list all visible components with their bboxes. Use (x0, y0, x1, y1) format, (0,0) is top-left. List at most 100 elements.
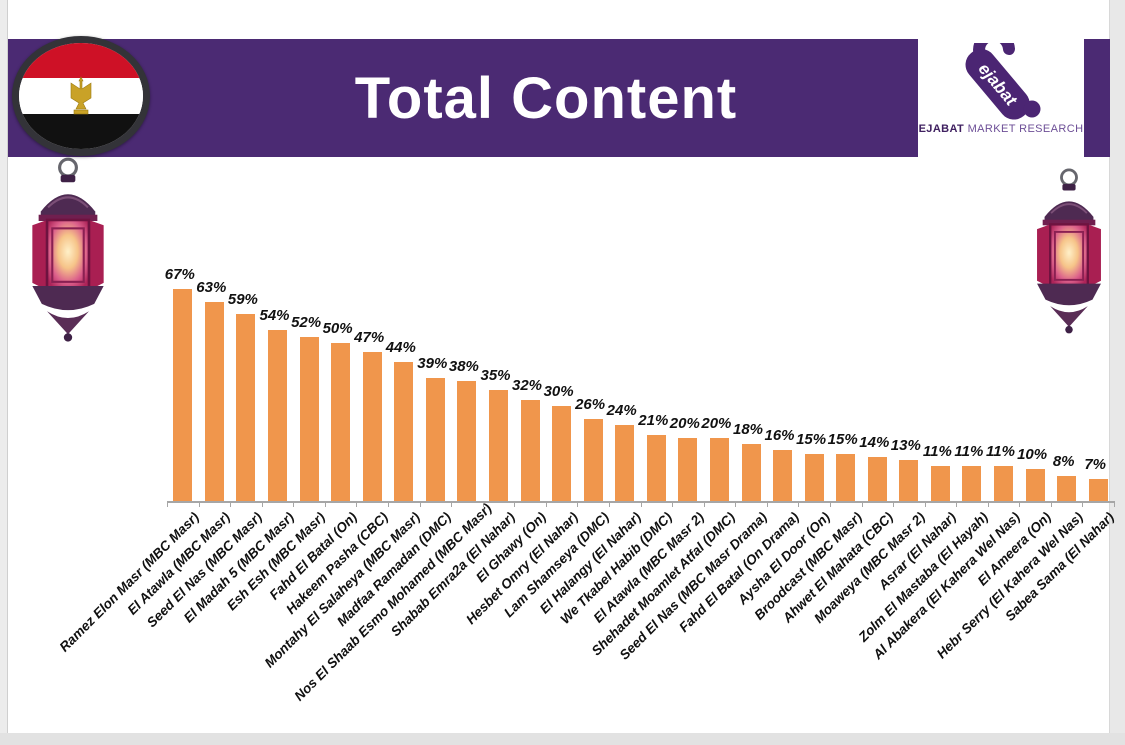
bar-value-label: 50% (322, 319, 353, 337)
page-left-margin (0, 0, 8, 745)
x-axis-tick (1050, 501, 1052, 507)
bar-value-label: 38% (448, 357, 479, 375)
x-axis-tick (293, 501, 295, 507)
x-axis-tick (577, 501, 579, 507)
page-title: Total Content (354, 65, 738, 131)
bar-value-label: 14% (859, 433, 890, 451)
ejabat-caption: EJABAT MARKET RESEARCH (918, 123, 1084, 135)
bar-value-label: 21% (638, 411, 669, 429)
bar (331, 342, 351, 501)
bar-value-label: 35% (480, 367, 511, 385)
bar-value-label: 63% (196, 278, 227, 296)
bar (804, 453, 824, 501)
bar-value-label: 20% (669, 414, 700, 432)
bar (678, 437, 698, 501)
x-axis-tick (451, 501, 453, 507)
x-axis-tick (956, 501, 958, 507)
bar (741, 444, 761, 501)
bar-value-label: 11% (922, 443, 952, 461)
x-axis-tick (230, 501, 232, 507)
bar-value-label: 24% (606, 402, 637, 420)
bar-value-label: 54% (259, 307, 290, 325)
bar-chart: 67% Ramez Elon Masr (MBC Masr) 63% El Atawl… (8, 0, 1117, 733)
bar (394, 361, 414, 501)
x-axis-tick (608, 501, 610, 507)
bar-value-label: 59% (227, 291, 258, 309)
bar (1057, 475, 1077, 501)
bar (425, 377, 445, 501)
bar-value-label: 44% (385, 338, 416, 356)
bar-value-label: 15% (827, 430, 858, 448)
x-axis-tick (735, 501, 737, 507)
bar (1025, 469, 1045, 501)
bar-value-label: 26% (575, 395, 606, 413)
egypt-flag-icon (12, 36, 150, 156)
x-axis-tick (324, 501, 326, 507)
bar-value-label: 7% (1084, 455, 1107, 473)
x-axis-tick (167, 501, 168, 507)
bar (173, 289, 193, 501)
bar (520, 399, 540, 501)
ejabat-logo-box: ejabat EJABAT MARKET RESEARCH (918, 39, 1084, 157)
bar-value-label: 32% (511, 376, 543, 394)
bar (709, 437, 729, 501)
ramadan-lantern-right-icon (1037, 168, 1101, 334)
x-axis-tick (893, 501, 894, 507)
x-axis-tick (640, 501, 642, 507)
x-axis-tick (388, 501, 389, 507)
bar-value-label: 10% (1017, 446, 1048, 464)
x-axis-tick (829, 501, 831, 507)
bar-value-label: 8% (1052, 452, 1075, 470)
bar (299, 336, 319, 501)
bar (204, 301, 224, 501)
bar-value-label: 15% (796, 430, 827, 448)
bar-value-label: 67% (164, 266, 195, 283)
bar (583, 418, 603, 501)
bar (899, 459, 919, 501)
page-bottom-margin (0, 733, 1125, 745)
x-axis-tick (545, 501, 547, 507)
slide: Total Content ejabat EJABAT MARKET RESEA… (8, 0, 1117, 733)
bar (646, 434, 666, 501)
bar (457, 380, 477, 501)
eagle-of-saladin-icon (70, 76, 92, 115)
x-axis-tick (1019, 501, 1021, 507)
x-axis-tick (482, 501, 484, 507)
bar (836, 453, 856, 501)
bar-value-label: 47% (354, 329, 385, 347)
x-axis-tick (356, 501, 358, 507)
bar-value-label: 11% (954, 443, 984, 461)
bar-value-label: 20% (701, 414, 732, 432)
bar (268, 330, 287, 501)
bar-value-label: 16% (764, 427, 795, 445)
x-axis-tick (1082, 501, 1084, 507)
bar (994, 466, 1013, 501)
bar-value-label: 11% (986, 443, 1015, 461)
header-banner: Total Content ejabat EJABAT MARKET RESEA… (8, 39, 1110, 157)
x-axis-tick (798, 501, 800, 507)
bar (489, 390, 508, 501)
bar-value-label: 18% (732, 421, 764, 438)
x-axis-tick (419, 501, 421, 507)
bar (930, 466, 950, 501)
bar-value-label: 13% (890, 436, 921, 454)
x-axis-tick (924, 501, 926, 507)
bar (362, 352, 382, 501)
bar-value-label: 52% (291, 313, 322, 331)
bar-value-label: 30% (543, 383, 574, 401)
x-axis-tick (1114, 501, 1115, 507)
bar (236, 314, 256, 501)
bar (962, 466, 982, 501)
bar (1088, 478, 1108, 501)
bar-value-label: 39% (417, 354, 448, 372)
x-axis-tick (861, 501, 863, 507)
x-axis-tick (198, 501, 200, 507)
x-axis-tick (987, 501, 989, 507)
flag-black-stripe (19, 113, 143, 149)
x-axis-tick (766, 501, 768, 507)
flag-red-stripe (19, 43, 143, 79)
bar (615, 425, 635, 501)
x-axis-tick (672, 501, 674, 507)
x-axis-tick (514, 501, 516, 507)
bar (867, 456, 887, 501)
